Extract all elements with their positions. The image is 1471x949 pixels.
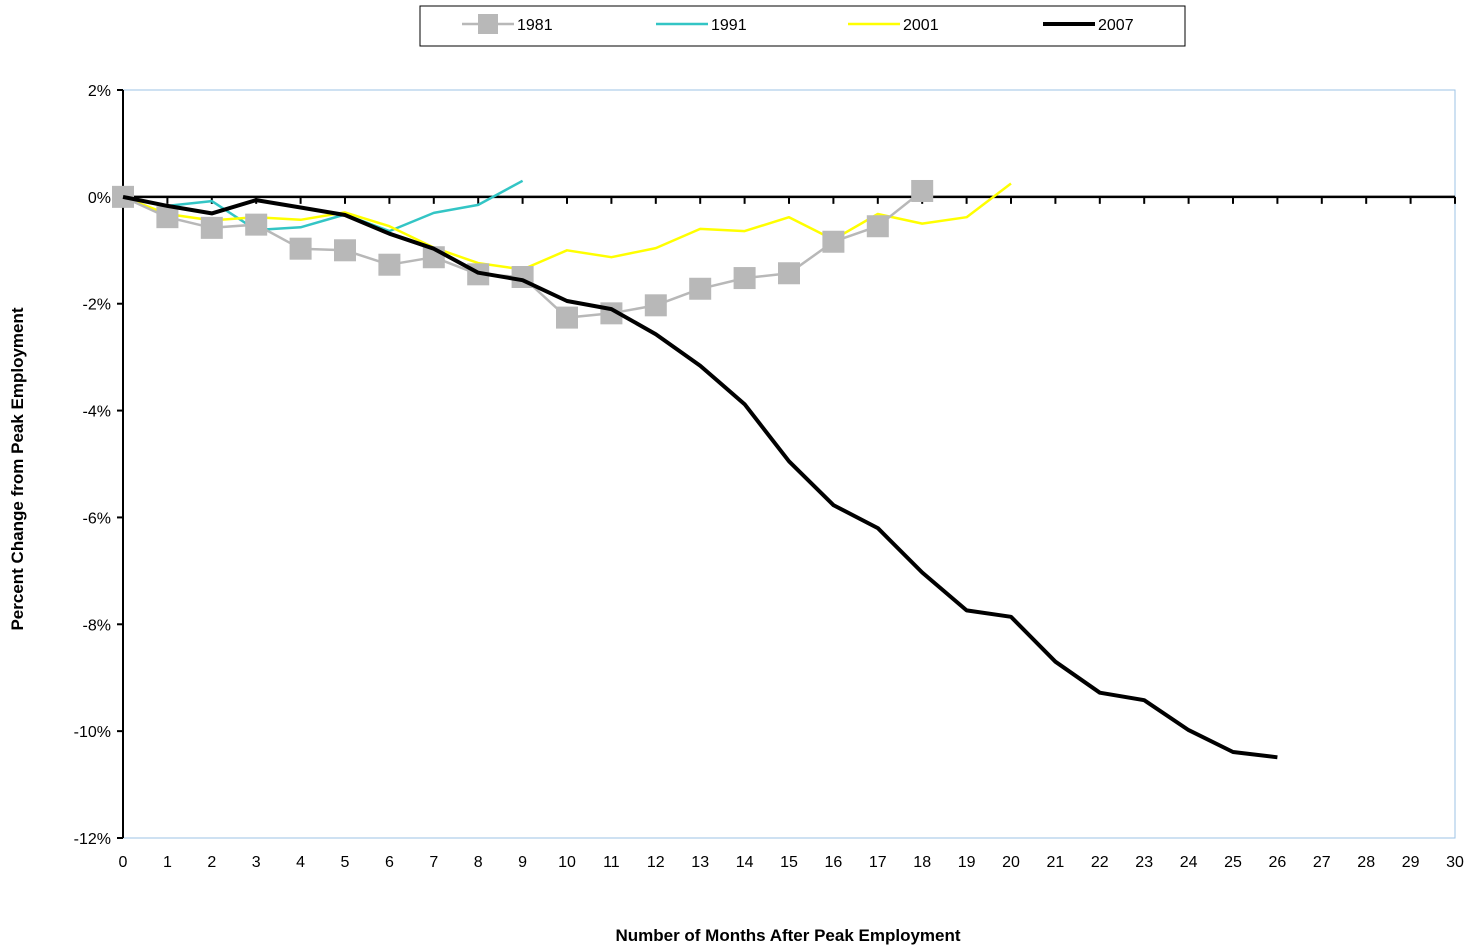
- series-line-1991: [122, 179, 524, 233]
- series-layer: [112, 179, 1278, 760]
- data-point-1981: [556, 306, 578, 329]
- data-point-1981: [156, 206, 179, 229]
- data-point-1981: [334, 239, 356, 262]
- x-tick-label: 11: [603, 854, 620, 871]
- data-point-1981: [200, 216, 223, 239]
- y-tick-label: -10%: [74, 724, 111, 741]
- x-tick-label: 26: [1269, 854, 1287, 871]
- x-tick-label: 19: [958, 854, 976, 871]
- x-tick-label: 29: [1402, 854, 1420, 871]
- y-tick-label: -12%: [74, 831, 111, 848]
- x-tick-label: 30: [1446, 854, 1464, 871]
- data-point-1981: [112, 185, 134, 208]
- legend-label-2007: 2007: [1098, 17, 1134, 34]
- data-point-1981: [911, 179, 934, 202]
- x-tick-label: 20: [1002, 854, 1020, 871]
- data-point-1981: [245, 213, 268, 236]
- x-tick-label: 6: [385, 854, 394, 871]
- y-axis-title: Percent Change from Peak Employment: [8, 307, 27, 630]
- y-tick-label: -8%: [83, 617, 111, 634]
- x-tick-label: 23: [1135, 854, 1153, 871]
- x-tick-label: 0: [119, 854, 128, 871]
- x-tick-label: 24: [1180, 854, 1198, 871]
- data-point-1981: [733, 267, 756, 290]
- legend-label-1981: 1981: [517, 17, 553, 34]
- legend: 1981 1991 2001 2007: [419, 5, 1186, 47]
- x-tick-label: 27: [1313, 854, 1331, 871]
- y-tick-label: 2%: [88, 83, 111, 100]
- series-line-2001: [122, 182, 1012, 271]
- data-point-1981: [289, 237, 312, 260]
- x-tick-label: 4: [296, 854, 305, 871]
- x-tick-label: 5: [341, 854, 350, 871]
- x-tick-label: 25: [1224, 854, 1242, 871]
- y-tick-label: 0%: [88, 190, 111, 207]
- legend-marker-1981: [478, 14, 498, 34]
- x-tick-label: 21: [1047, 854, 1065, 871]
- x-tick-label: 16: [825, 854, 843, 871]
- x-tick-label: 12: [647, 854, 665, 871]
- x-tick-label: 10: [558, 854, 576, 871]
- x-tick-label: 7: [429, 854, 438, 871]
- x-tick-label: 3: [252, 854, 261, 871]
- data-point-1981: [778, 262, 800, 285]
- data-point-1981: [378, 253, 401, 276]
- x-tick-label: 15: [780, 854, 798, 871]
- y-tick-label: -2%: [83, 297, 111, 314]
- x-tick-label: 1: [163, 854, 172, 871]
- data-point-1981: [689, 277, 712, 300]
- y-tick-label: -4%: [83, 404, 111, 421]
- data-point-1981: [644, 294, 667, 317]
- x-tick-label: 13: [691, 854, 709, 871]
- x-axis: 0 1 2 3 4 5 6 7 8 9 10 11 12 13 14 15 16 17 18 19 20 21 22 23 24…: [119, 195, 1464, 871]
- x-tick-label: 22: [1091, 854, 1109, 871]
- x-axis-title: Number of Months After Peak Employment: [615, 926, 960, 945]
- series-line-2007: [122, 194, 1278, 760]
- x-tick-label: 17: [869, 854, 887, 871]
- data-point-1981: [822, 230, 845, 253]
- data-point-1981: [866, 215, 889, 238]
- x-tick-label: 18: [913, 854, 931, 871]
- y-tick-label: -6%: [83, 510, 111, 527]
- y-axis: 2% 0% -2% -4% -6% -8% -10% -12%: [74, 83, 124, 848]
- legend-label-2001: 2001: [903, 17, 939, 34]
- x-tick-label: 2: [207, 854, 216, 871]
- x-tick-label: 14: [736, 854, 754, 871]
- legend-label-1991: 1991: [711, 17, 747, 34]
- series-line-1981: [122, 190, 923, 319]
- x-tick-label: 28: [1357, 854, 1375, 871]
- x-tick-label: 8: [474, 854, 483, 871]
- x-tick-label: 9: [518, 854, 527, 871]
